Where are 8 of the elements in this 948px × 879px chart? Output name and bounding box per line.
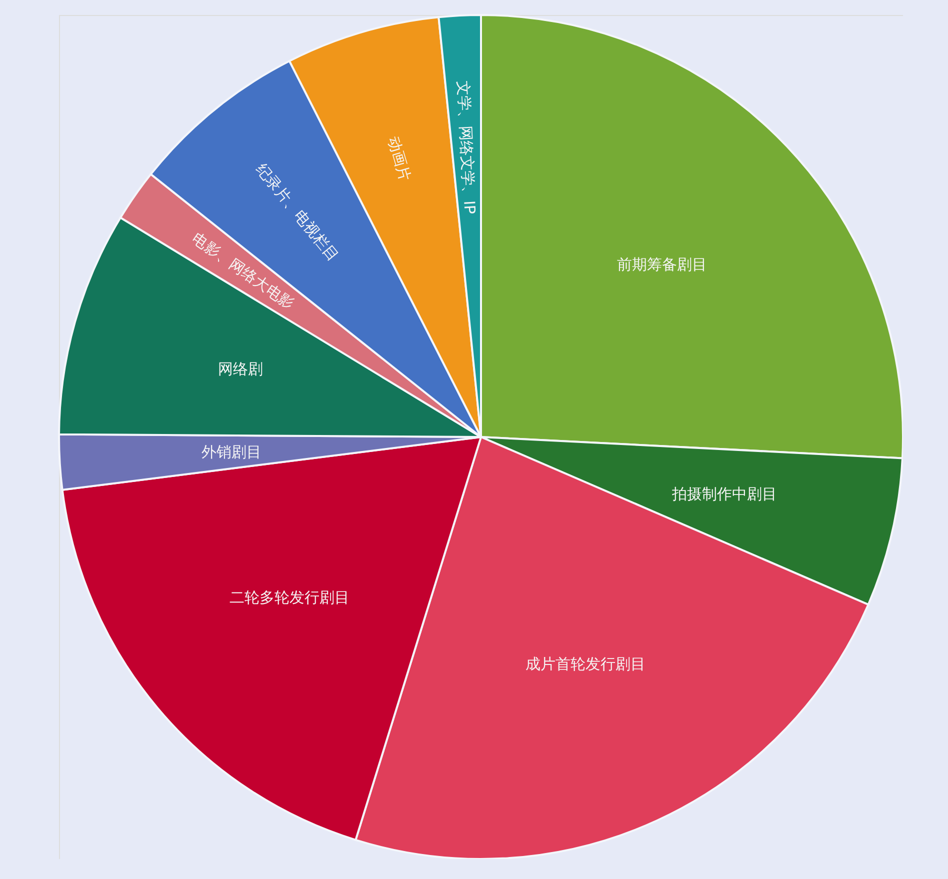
slice-label: 前期筹备剧目	[617, 256, 708, 274]
slice-label: 文学、网络文学、IP	[454, 80, 479, 214]
slice-label: 动画片	[384, 134, 414, 183]
slice-label: 成片首轮发行剧目	[525, 655, 646, 674]
slice-label: 网络剧	[218, 360, 263, 378]
slice-label: 外销剧目	[201, 442, 262, 461]
slice-label: 二轮多轮发行剧目	[229, 588, 350, 607]
slice-label: 拍摄制作中剧目	[670, 484, 777, 503]
